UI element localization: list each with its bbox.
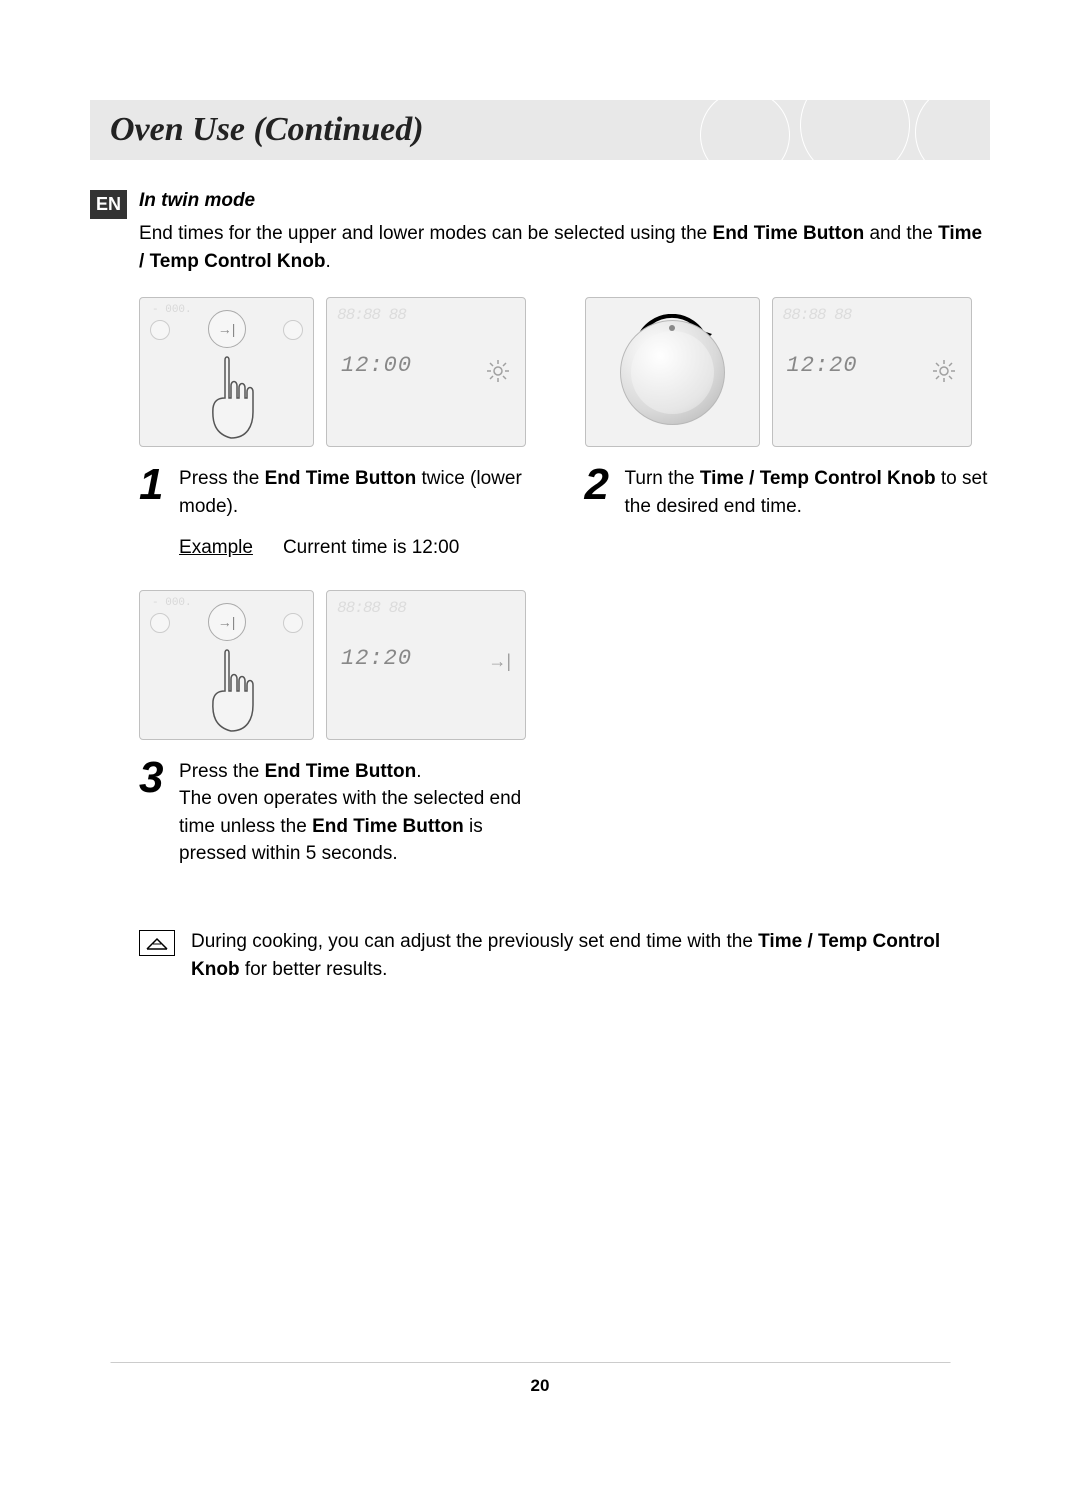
display-time: 12:20 xyxy=(341,646,412,671)
display-illustration: 88:88 88 12:20 →| xyxy=(326,590,526,740)
page-title: Oven Use (Continued) xyxy=(110,111,424,149)
display-illustration: 88:88 88 12:00 xyxy=(326,297,526,447)
display-symbol-icon xyxy=(485,358,511,389)
step-3: - 000. →| 88:88 88 12:20 →| xyxy=(139,590,549,868)
step-number: 1 xyxy=(139,465,169,562)
intro-bold: End Time Button xyxy=(713,223,865,244)
button-press-illustration: - 000. →| xyxy=(139,590,314,740)
illustration-row: - 000. →| 88:88 88 12:20 →| xyxy=(139,590,549,740)
intro-text: . xyxy=(325,251,330,272)
knob-illustration xyxy=(585,297,760,447)
panel-button-icon xyxy=(283,320,303,340)
illustration-row: 88:88 88 12:20 xyxy=(585,297,991,447)
section-subheading: In twin mode xyxy=(139,190,990,212)
main-column: In twin mode End times for the upper and… xyxy=(139,190,990,985)
illustration-row: - 000. →| 88:88 88 12:00 xyxy=(139,297,545,447)
page-number: 20 xyxy=(531,1376,550,1396)
decorative-circle xyxy=(700,100,790,160)
step-2: 88:88 88 12:20 2 Turn the Time / Temp Co… xyxy=(585,297,991,562)
panel-decoration: - 000. xyxy=(152,597,192,609)
step-body: Press the End Time Button twice (lower m… xyxy=(179,465,545,562)
control-knob-icon xyxy=(620,320,725,425)
ghost-digits: 88:88 88 xyxy=(783,306,961,324)
steps-row: - 000. →| 88:88 88 12:00 xyxy=(139,297,990,562)
step-text-part: Press the xyxy=(179,761,265,782)
ghost-digits: 88:88 88 xyxy=(337,306,515,324)
display-symbol-icon: →| xyxy=(488,651,511,672)
note-text: During cooking, you can adjust the previ… xyxy=(191,928,990,985)
step-number: 3 xyxy=(139,758,169,868)
example-label: Example xyxy=(179,537,253,558)
language-tab: EN xyxy=(90,190,127,219)
note-row: During cooking, you can adjust the previ… xyxy=(139,928,990,985)
decorative-circle xyxy=(915,100,990,160)
panel-button-icon xyxy=(150,320,170,340)
panel-decoration: - 000. xyxy=(152,304,192,316)
panel-button-icon xyxy=(150,613,170,633)
intro-text: and the xyxy=(864,223,938,244)
step-body: Press the End Time Button. The oven oper… xyxy=(179,758,549,868)
display-time: 12:00 xyxy=(341,353,412,378)
display-symbol-icon xyxy=(931,358,957,389)
hand-press-icon xyxy=(187,635,267,735)
step-text-bold: End Time Button xyxy=(312,816,464,837)
step-body: Turn the Time / Temp Control Knob to set… xyxy=(625,465,991,520)
step-text-bold: End Time Button xyxy=(265,761,417,782)
page-header-bar: Oven Use (Continued) xyxy=(90,100,990,160)
example-line: Example Current time is 12:00 xyxy=(179,534,545,562)
step-text-part: Press the xyxy=(179,468,265,489)
example-value: Current time is 12:00 xyxy=(283,537,459,558)
step-text: 2 Turn the Time / Temp Control Knob to s… xyxy=(585,465,991,520)
hand-press-icon xyxy=(187,342,267,442)
note-text-part: for better results. xyxy=(240,959,388,980)
step-text-part: . xyxy=(416,761,421,782)
intro-paragraph: End times for the upper and lower modes … xyxy=(139,220,990,275)
content-area: EN In twin mode End times for the upper … xyxy=(90,190,990,985)
step-text-bold: End Time Button xyxy=(265,468,417,489)
note-text-part: During cooking, you can adjust the previ… xyxy=(191,931,758,952)
step-text-part: Turn the xyxy=(625,468,700,489)
decorative-circle xyxy=(800,100,910,160)
ghost-digits: 88:88 88 xyxy=(337,599,515,617)
display-illustration: 88:88 88 12:20 xyxy=(772,297,972,447)
note-icon xyxy=(139,930,175,956)
step-text-bold: Time / Temp Control Knob xyxy=(700,468,936,489)
step-1: - 000. →| 88:88 88 12:00 xyxy=(139,297,545,562)
step-text: 3 Press the End Time Button. The oven op… xyxy=(139,758,549,868)
button-press-illustration: - 000. →| xyxy=(139,297,314,447)
display-time: 12:20 xyxy=(787,353,858,378)
step-number: 2 xyxy=(585,465,615,520)
intro-text: End times for the upper and lower modes … xyxy=(139,223,713,244)
steps-row: - 000. →| 88:88 88 12:20 →| xyxy=(139,590,990,868)
page-container: Oven Use (Continued) EN In twin mode End… xyxy=(0,0,1080,1035)
panel-button-icon xyxy=(283,613,303,633)
step-text: 1 Press the End Time Button twice (lower… xyxy=(139,465,545,562)
